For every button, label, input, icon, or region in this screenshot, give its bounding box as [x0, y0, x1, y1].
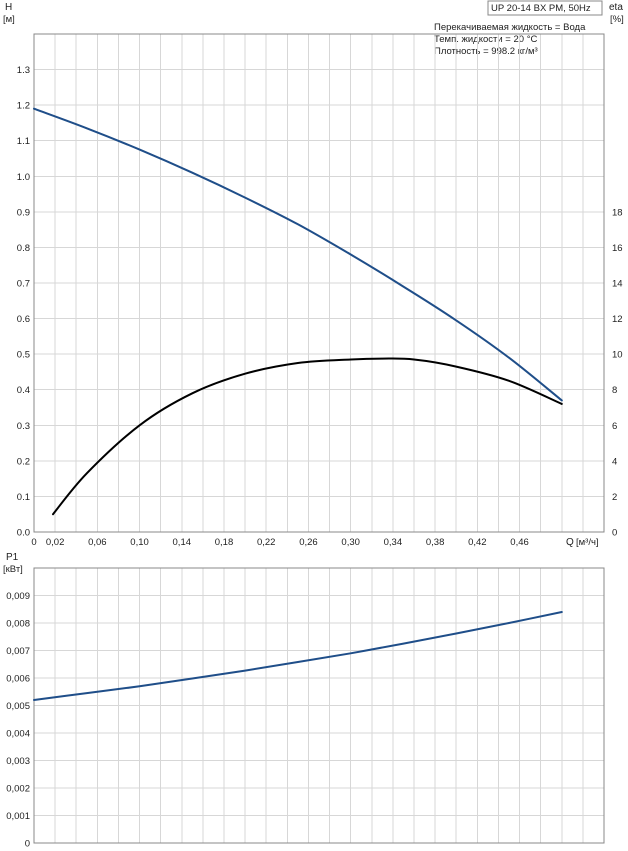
- head-tick-label: 1.3: [17, 65, 30, 76]
- head-tick-label: 0.5: [17, 350, 30, 361]
- flow-x-ticks: 0 0,02 0,06 0,10 0,14 0,18 0,22 0,26 0,30 0,34 0,3…: [31, 537, 528, 548]
- power-tick-label: 0,006: [6, 674, 30, 685]
- power-plot-frame: [33, 567, 605, 844]
- head-tick-label: 0.3: [17, 421, 30, 432]
- power-tick-label: 0,007: [6, 646, 30, 657]
- eta-tick-label: 10: [612, 350, 623, 361]
- head-axis-label: H: [5, 2, 12, 13]
- eta-tick-label: 2: [612, 492, 617, 503]
- power-y-ticks: 0 0,001 0,002 0,003 0,004 0,005 0,006 0,007 0,00…: [6, 591, 30, 850]
- flow-tick-label: 0,10: [130, 537, 149, 548]
- density-label: Плотность = 998.2 кг/м³: [434, 46, 538, 57]
- flow-tick-label: 0,22: [257, 537, 276, 548]
- flow-tick-label: 0,30: [341, 537, 360, 548]
- head-tick-label: 0.1: [17, 492, 30, 503]
- flow-tick-label: 0,42: [468, 537, 487, 548]
- power-grid: [34, 568, 604, 843]
- flow-tick-label: 0,06: [88, 537, 107, 548]
- head-tick-label: 0.4: [17, 385, 30, 396]
- power-chart: P1 [кВт] 0 0,001 0,002 0,003 0,004 0,005 0,006…: [3, 552, 605, 850]
- info-box: UP 20-14 BX PM, 50Hz Перекачиваемая жидк…: [434, 0, 603, 57]
- power-axis-label: P1: [6, 552, 19, 563]
- model-label: UP 20-14 BX PM, 50Hz: [491, 3, 591, 14]
- flow-tick-label: 0,46: [510, 537, 529, 548]
- temperature-label: Темп. жидкости = 20 °C: [434, 34, 537, 45]
- power-tick-label: 0,008: [6, 619, 30, 630]
- head-tick-label: 0.9: [17, 207, 30, 218]
- flow-tick-label: 0,14: [173, 537, 192, 548]
- head-tick-label: 0.8: [17, 243, 30, 254]
- head-axis-unit: [м]: [3, 14, 15, 25]
- power-axis-unit: [кВт]: [3, 564, 23, 575]
- head-tick-label: 1.0: [17, 172, 30, 183]
- head-curve-line: [33, 107, 563, 402]
- flow-tick-label: 0,38: [426, 537, 445, 548]
- eta-tick-label: 16: [612, 243, 623, 254]
- power-tick-label: 0,004: [6, 729, 30, 740]
- eta-curve-line: [52, 357, 563, 516]
- eta-tick-label: 0: [612, 528, 617, 539]
- eta-axis-label: eta: [609, 2, 623, 13]
- eta-tick-label: 18: [612, 207, 623, 218]
- head-tick-label: 1.1: [17, 136, 30, 147]
- flow-axis-unit: [м³/ч]: [576, 537, 599, 548]
- power-tick-label: 0: [25, 839, 30, 850]
- eta-tick-label: 8: [612, 385, 617, 396]
- head-tick-label: 0.7: [17, 279, 30, 290]
- flow-tick-label: 0,26: [299, 537, 318, 548]
- eta-y-ticks: 0 2 4 6 8 10 12 14 16 18: [612, 207, 623, 538]
- power-tick-label: 0,003: [6, 756, 30, 767]
- model-box: [487, 0, 603, 16]
- head-plot-frame: [33, 33, 605, 533]
- eta-tick-label: 12: [612, 314, 623, 325]
- flow-tick-label: 0,02: [46, 537, 65, 548]
- eta-tick-label: 6: [612, 421, 617, 432]
- head-grid: [34, 34, 604, 532]
- head-y-ticks: 0.0 0.1 0.2 0.3 0.4 0.5 0.6 0.7 0.8 0.9 1.0 1.1 1.2 1…: [17, 65, 30, 538]
- power-tick-label: 0,002: [6, 784, 30, 795]
- flow-tick-label: 0,34: [384, 537, 403, 548]
- head-tick-label: 1.2: [17, 101, 30, 112]
- head-eta-chart: H [м] eta [%] 0.00.10.20.30.40.50.60.70.…: [3, 2, 624, 548]
- eta-axis-unit: [%]: [610, 14, 624, 25]
- power-curve-line: [33, 611, 563, 701]
- eta-tick-label: 14: [612, 279, 623, 290]
- power-tick-label: 0,005: [6, 701, 30, 712]
- head-tick-label: 0.0: [17, 528, 30, 539]
- head-tick-label: 0.2: [17, 456, 30, 467]
- liquid-label: Перекачиваемая жидкость = Вода: [434, 22, 586, 33]
- power-tick-label: 0,009: [6, 591, 30, 602]
- flow-tick-label: 0: [31, 537, 36, 548]
- power-tick-label: 0,001: [6, 811, 30, 822]
- flow-axis-label: Q: [566, 537, 574, 548]
- flow-tick-label: 0,18: [215, 537, 234, 548]
- eta-tick-label: 4: [612, 456, 617, 467]
- head-tick-label: 0.6: [17, 314, 30, 325]
